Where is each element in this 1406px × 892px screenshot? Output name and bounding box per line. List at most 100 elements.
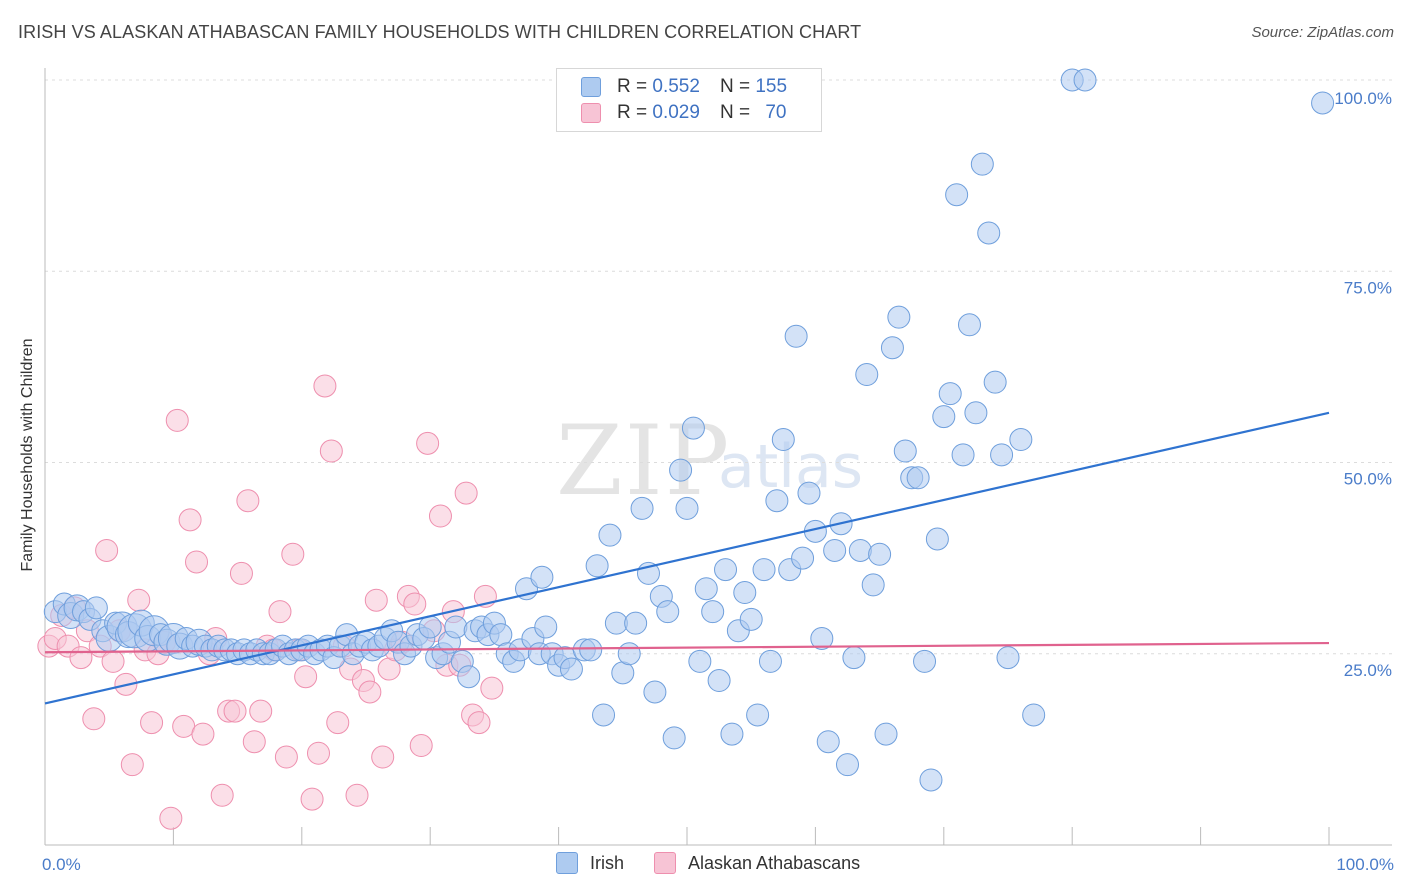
irish-point [970, 152, 994, 176]
alaskan-n-value: 70 [765, 102, 787, 123]
irish-point [932, 405, 956, 429]
alaskan-point [364, 588, 388, 612]
irish-point [688, 649, 712, 673]
irish-point [643, 680, 667, 704]
irish-swatch [581, 77, 601, 97]
alaskan-point [319, 439, 343, 463]
alaskan-point [165, 408, 189, 432]
alaskan-n-label: N = [719, 102, 751, 123]
irish-point [694, 577, 718, 601]
irish-point [662, 726, 686, 750]
irish-point [559, 657, 583, 681]
alaskan-point [229, 561, 253, 585]
alaskan-points [37, 374, 504, 830]
irish-point [765, 489, 789, 513]
irish-points [43, 68, 1335, 792]
alaskan-point [140, 711, 164, 735]
irish-point [996, 646, 1020, 670]
irish-point [823, 538, 847, 562]
irish-point [656, 600, 680, 624]
irish-point [752, 558, 776, 582]
alaskan-point [95, 538, 119, 562]
irish-point [810, 626, 834, 650]
alaskan-point [178, 508, 202, 532]
irish-point [617, 642, 641, 666]
alaskan-point [300, 787, 324, 811]
irish-point [990, 443, 1014, 467]
alaskan-point [428, 504, 452, 528]
irish-point [771, 428, 795, 452]
alaskan-point [127, 588, 151, 612]
alaskan-r-value: 0.029 [652, 102, 700, 123]
irish-point [534, 615, 558, 639]
y-tick-label: 50.0% [1344, 470, 1392, 489]
irish-point [880, 336, 904, 360]
alaskan-r-label: R = [617, 102, 648, 123]
alaskan-point [358, 680, 382, 704]
irish-n-value: 155 [755, 76, 788, 97]
irish-point [84, 596, 108, 620]
alaskan-point [313, 374, 337, 398]
alaskan-point [480, 676, 504, 700]
irish-r-label: R = [617, 76, 648, 97]
y-tick-label: 75.0% [1344, 278, 1392, 297]
irish-point [624, 611, 648, 635]
irish-point [861, 573, 885, 597]
alaskan-point [326, 711, 350, 735]
irish-point [444, 615, 468, 639]
y-tick-label: 100.0% [1334, 89, 1392, 108]
irish-point [669, 458, 693, 482]
irish-point [1311, 91, 1335, 115]
irish-point [855, 363, 879, 387]
y-tick-label: 25.0% [1344, 661, 1392, 680]
irish-point [720, 722, 744, 746]
alaskan-point [69, 646, 93, 670]
alaskan-point [101, 649, 125, 673]
alaskan-point [191, 722, 215, 746]
irish-point [906, 466, 930, 490]
axes [44, 68, 1392, 846]
alaskan-trend-line [44, 641, 1330, 654]
alaskan-point [467, 711, 491, 735]
irish-point [868, 542, 892, 566]
irish-r-value: 0.552 [652, 76, 700, 97]
alaskan-point [281, 542, 305, 566]
irish-point [977, 221, 1001, 245]
irish-point [598, 523, 622, 547]
alaskan-point [454, 481, 478, 505]
alaskan-point [409, 734, 433, 758]
alaskan-point [120, 753, 144, 777]
irish-point [887, 305, 911, 329]
irish-point [1009, 428, 1033, 452]
irish-point [957, 313, 981, 337]
legend-label-irish: Irish [590, 852, 625, 873]
irish-point [739, 607, 763, 631]
alaskan-point [210, 783, 234, 807]
irish-point [848, 538, 872, 562]
source-credit: Source: ZipAtlas.com [1251, 24, 1394, 41]
legend-swatch-irish [556, 852, 578, 874]
alaskan-point [185, 550, 209, 574]
irish-point [919, 768, 943, 792]
legend-item-irish[interactable]: Irish [556, 852, 624, 874]
legend-swatch-alaskan [654, 852, 677, 874]
irish-point [585, 554, 609, 578]
irish-point [733, 581, 757, 605]
irish-point [758, 649, 782, 673]
irish-point [925, 527, 949, 551]
alaskan-point [294, 665, 318, 689]
legend-item-alaskan[interactable]: Alaskan Athabascans [654, 852, 860, 874]
irish-point [675, 496, 699, 520]
irish-point [836, 753, 859, 777]
alaskan-point [242, 730, 266, 754]
irish-point [784, 324, 808, 348]
alaskan-point [371, 745, 395, 769]
irish-point [816, 730, 840, 754]
irish-point [938, 382, 962, 406]
alaskan-point [306, 741, 330, 765]
irish-point [457, 665, 481, 689]
legend-row-irish: R = 0.552 N = 155 [581, 75, 787, 99]
irish-point [951, 443, 975, 467]
irish-point [418, 615, 442, 639]
